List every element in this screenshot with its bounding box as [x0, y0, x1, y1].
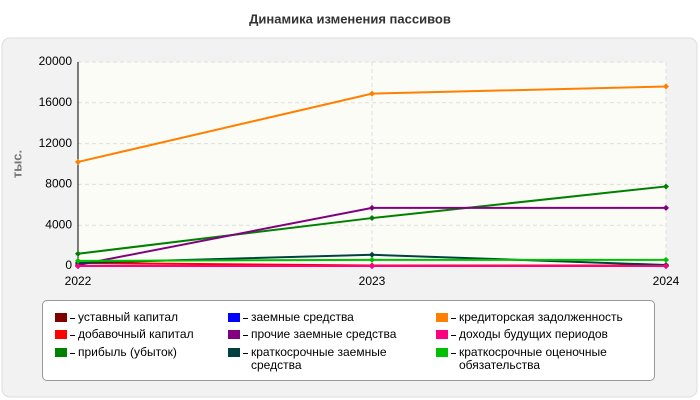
- legend-swatch: [228, 348, 240, 357]
- legend-item: прочие заемные средства: [228, 328, 428, 341]
- legend-label: добавочный капитал: [78, 327, 194, 341]
- marker: [369, 215, 375, 222]
- marker: [663, 204, 669, 211]
- legend-item: заемные средства: [228, 311, 428, 324]
- legend-item: кредиторская задолженность: [436, 311, 651, 324]
- x-tick-label: 2024: [653, 274, 680, 288]
- marker: [75, 158, 81, 165]
- legend-swatch: [436, 330, 448, 339]
- marker: [663, 183, 669, 190]
- y-tick-label: 16000: [39, 95, 73, 109]
- legend-dash: [243, 318, 248, 319]
- legend-dash: [70, 353, 75, 354]
- y-axis-label: тыс.: [9, 150, 24, 178]
- legend-swatch: [436, 348, 448, 357]
- marker: [369, 204, 375, 211]
- marker: [663, 256, 669, 263]
- marker: [369, 263, 375, 269]
- marker: [663, 83, 669, 90]
- legend-label: кредиторская задолженность: [459, 310, 623, 324]
- legend-swatch: [436, 313, 448, 322]
- marker: [369, 90, 375, 97]
- marker: [369, 251, 375, 258]
- legend-item: добавочный капитал: [55, 328, 225, 341]
- legend-label: заемные средства: [251, 310, 354, 324]
- y-tick-label: 8000: [45, 177, 72, 191]
- legend-dash: [70, 318, 75, 319]
- marker: [75, 257, 81, 264]
- legend-label: краткосрочные оценочные обязательства: [459, 345, 607, 372]
- legend-item: прибыль (убыток): [55, 346, 225, 359]
- legend-label: прочие заемные средства: [251, 327, 397, 341]
- legend-label: краткосрочные заемные средства: [251, 345, 387, 372]
- legend-swatch: [55, 330, 67, 339]
- y-tick-label: 12000: [39, 136, 73, 150]
- legend: уставный капитал добавочный капитал прибыл…: [42, 300, 655, 381]
- legend-item: уставный капитал: [55, 311, 225, 324]
- y-tick-label: 20000: [39, 54, 73, 68]
- legend-item: краткосрочные оценочные обязательства: [436, 346, 651, 372]
- legend-label: доходы будущих периодов: [459, 327, 608, 341]
- marker: [75, 250, 81, 257]
- y-tick-label: 0: [65, 258, 72, 272]
- legend-swatch: [55, 313, 67, 322]
- legend-label: прибыль (убыток): [78, 345, 177, 359]
- legend-swatch: [228, 330, 240, 339]
- legend-dash: [451, 353, 456, 354]
- legend-item: доходы будущих периодов: [436, 328, 651, 341]
- legend-swatch: [228, 313, 240, 322]
- legend-label: уставный капитал: [78, 310, 178, 324]
- y-tick-label: 4000: [45, 217, 72, 231]
- legend-dash: [70, 335, 75, 336]
- legend-swatch: [55, 348, 67, 357]
- chart-title: Динамика изменения пассивов: [249, 11, 451, 26]
- legend-dash: [243, 353, 248, 354]
- marker: [369, 256, 375, 263]
- x-tick-label: 2023: [359, 274, 386, 288]
- x-tick-label: 2022: [65, 274, 92, 288]
- legend-item: краткосрочные заемные средства: [228, 346, 428, 372]
- marker: [75, 263, 81, 269]
- legend-dash: [451, 335, 456, 336]
- marker: [663, 263, 669, 269]
- legend-dash: [451, 318, 456, 319]
- legend-dash: [243, 335, 248, 336]
